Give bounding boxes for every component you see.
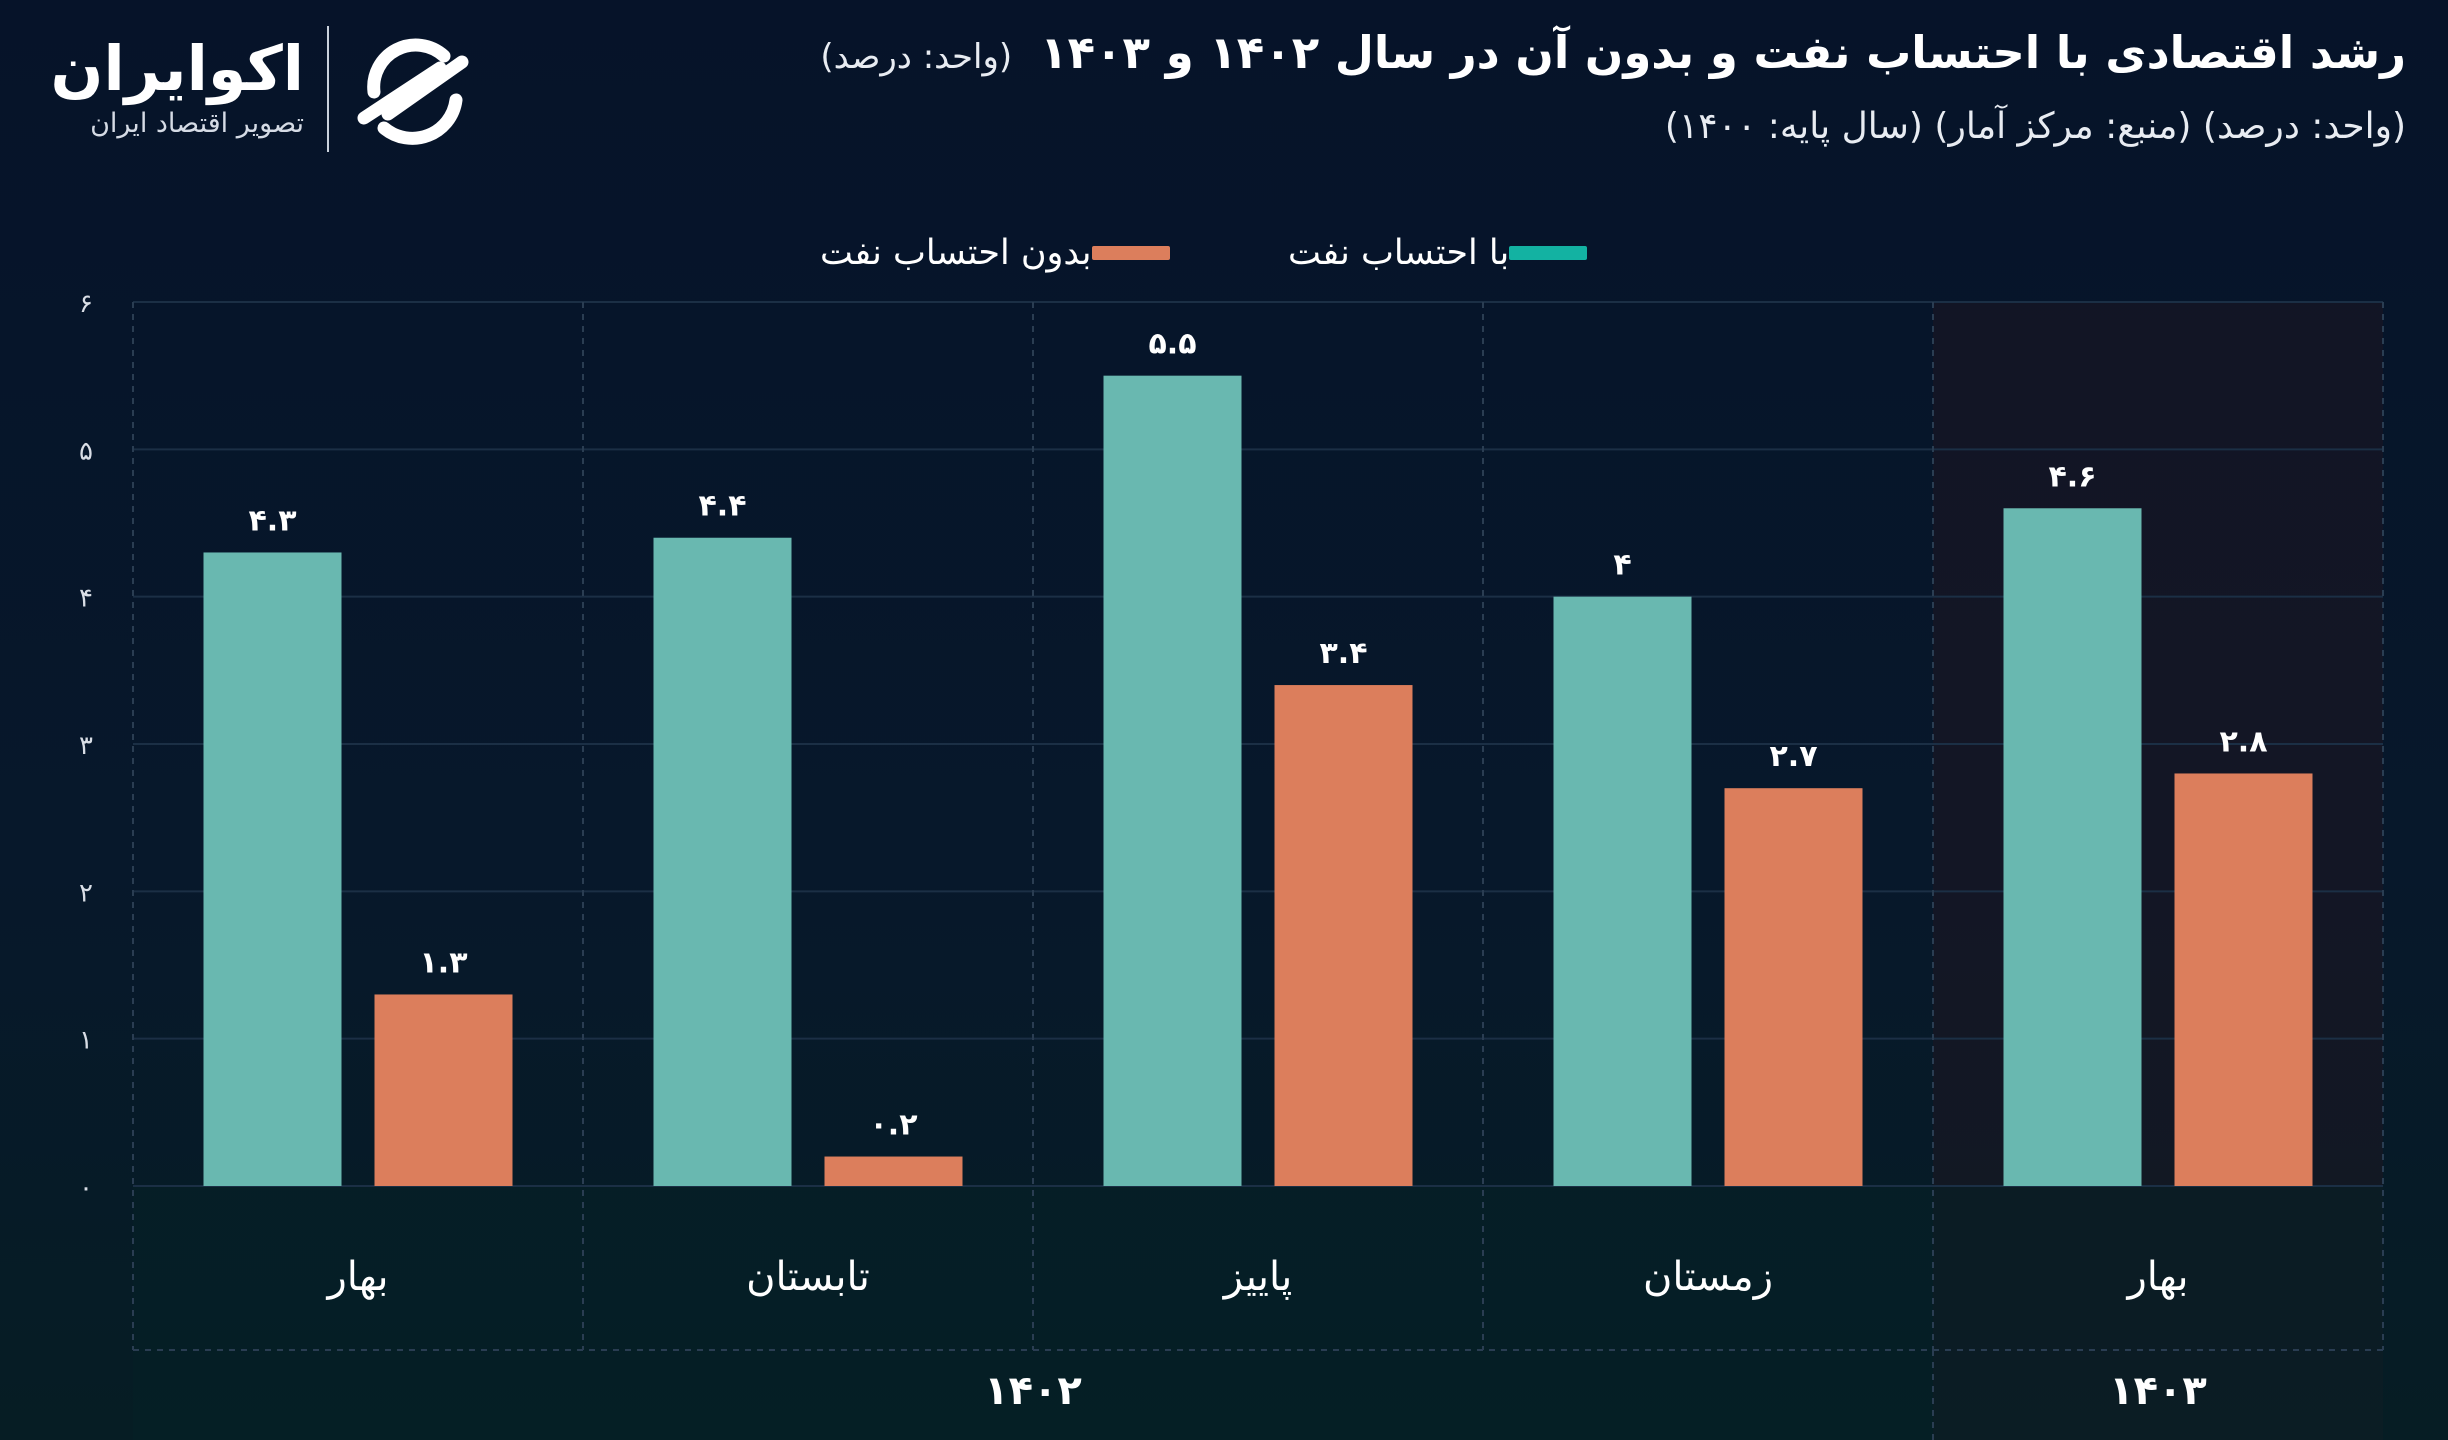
y-tick-label: ۵ xyxy=(79,436,93,466)
value-label-with-oil: ۴ xyxy=(1613,548,1631,583)
bar-without-oil xyxy=(2174,773,2313,1186)
y-tick-label: ۲ xyxy=(79,878,93,908)
category-label: پاییز xyxy=(1222,1254,1293,1300)
y-tick-label: ۴ xyxy=(79,584,93,614)
category-label: بهار xyxy=(325,1254,388,1300)
legend-label-without-oil: بدون احتساب نفت xyxy=(820,233,1092,273)
logo-mark-icon xyxy=(357,38,469,145)
legend-swatch-without-oil xyxy=(1091,246,1170,260)
bar-without-oil xyxy=(374,994,513,1186)
logo-tagline: تصویر اقتصاد ایران xyxy=(90,108,304,139)
year-group-label: ۱۴۰۳ xyxy=(2109,1368,2207,1414)
category-label: بهار xyxy=(2125,1254,2188,1300)
bar-with-oil xyxy=(2003,508,2142,1186)
chart-title-unit: (واحد: درصد) xyxy=(820,37,1013,77)
value-label-without-oil: ۱.۳ xyxy=(419,945,467,980)
legend-item-without-oil: بدون احتساب نفت xyxy=(820,228,1184,278)
value-label-with-oil: ۴.۴ xyxy=(698,489,746,524)
value-label-with-oil: ۵.۵ xyxy=(1148,327,1196,362)
legend-label-with-oil: با احتساب نفت xyxy=(1288,233,1510,273)
y-tick-label: ۱ xyxy=(79,1026,93,1056)
value-label-with-oil: ۴.۳ xyxy=(248,503,296,538)
y-tick-label: ۳ xyxy=(79,731,93,761)
value-label-with-oil: ۴.۶ xyxy=(2048,459,2096,494)
bar-without-oil xyxy=(1724,788,1863,1186)
y-tick-label: ۶ xyxy=(79,289,93,319)
y-tick-label: ۰ xyxy=(79,1173,93,1203)
bar-with-oil xyxy=(1553,596,1692,1186)
legend-swatch-with-oil xyxy=(1509,246,1588,260)
logo: اکوایران تصویر اقتصاد ایران xyxy=(14,20,484,160)
chart-subtitle: (واحد: درصد) (منبع: مرکز آمار) (سال پایه… xyxy=(1664,106,2406,147)
bar-with-oil xyxy=(203,552,342,1186)
category-axis-band xyxy=(133,1186,2383,1440)
legend: با احتساب نفت بدون احتساب نفت xyxy=(0,228,2448,278)
category-label: تابستان xyxy=(746,1254,870,1300)
year-group-label: ۱۴۰۲ xyxy=(984,1368,1082,1414)
logo-divider xyxy=(327,26,329,152)
value-label-without-oil: ۲.۸ xyxy=(2219,724,2267,759)
value-label-without-oil: ۰.۲ xyxy=(869,1108,917,1143)
bar-with-oil xyxy=(653,537,792,1186)
chart-title: رشد اقتصادی با احتساب نفت و بدون آن در س… xyxy=(820,26,2406,79)
legend-item-with-oil: با احتساب نفت xyxy=(1288,228,1601,278)
bar-without-oil xyxy=(1274,685,1413,1186)
bar-without-oil xyxy=(824,1156,963,1186)
logo-name: اکوایران xyxy=(50,32,304,105)
category-label: زمستان xyxy=(1643,1254,1773,1300)
bar-with-oil xyxy=(1103,375,1242,1187)
chart-title-text: رشد اقتصادی با احتساب نفت و بدون آن در س… xyxy=(1040,26,2406,79)
value-label-without-oil: ۲.۷ xyxy=(1769,739,1817,774)
value-label-without-oil: ۳.۴ xyxy=(1319,636,1367,671)
